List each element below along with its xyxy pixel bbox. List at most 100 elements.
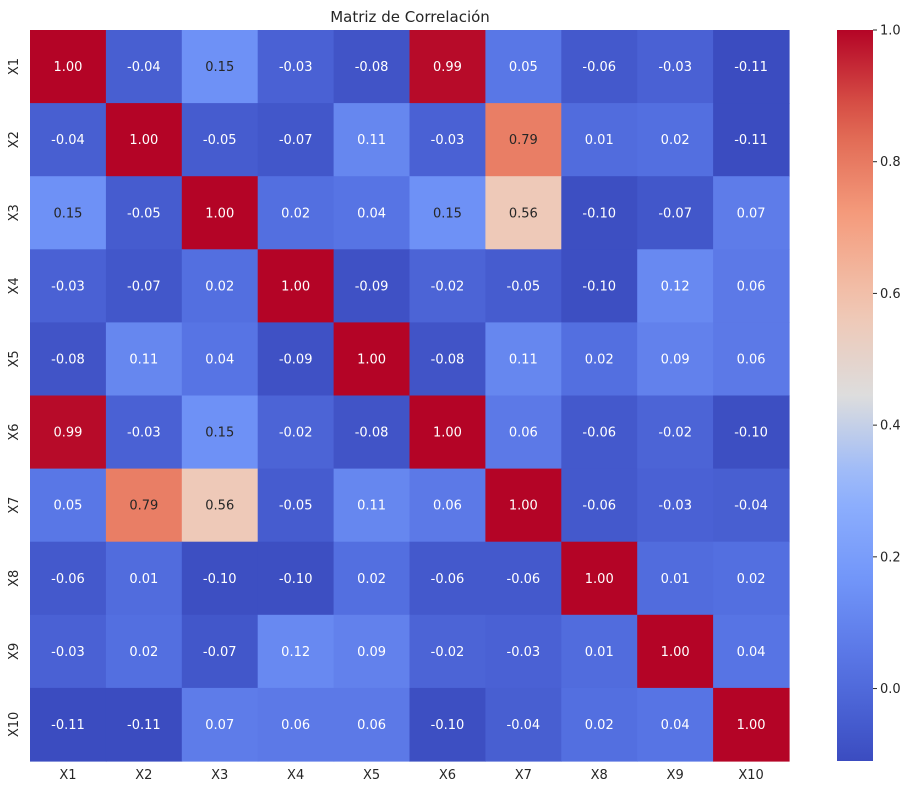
heatmap-cell bbox=[257, 176, 335, 250]
heatmap-cell bbox=[485, 322, 562, 397]
heatmap-cell bbox=[105, 176, 183, 250]
cell-value-label: 0.56 bbox=[205, 499, 234, 514]
heatmap-cell bbox=[30, 30, 107, 104]
cell-value-label: 0.99 bbox=[433, 60, 462, 75]
heatmap-cell bbox=[181, 614, 259, 689]
heatmap-cell bbox=[713, 176, 790, 250]
cell-value-label: -0.10 bbox=[734, 426, 768, 441]
cell-value-label: 0.04 bbox=[205, 352, 234, 367]
cell-value-label: 0.01 bbox=[661, 572, 690, 587]
heatmap-cell bbox=[257, 541, 335, 616]
cell-value-label: 0.11 bbox=[357, 133, 386, 148]
cell-value-label: -0.08 bbox=[51, 352, 85, 367]
cell-value-label: -0.06 bbox=[582, 426, 616, 441]
x-tick-label: X2 bbox=[135, 768, 152, 783]
cell-value-label: -0.11 bbox=[734, 133, 768, 148]
cell-value-label: -0.06 bbox=[431, 572, 465, 587]
heatmap-cell bbox=[333, 395, 411, 470]
colorbar-tick-label: 0.8 bbox=[880, 155, 901, 170]
heatmap-cell bbox=[561, 468, 638, 543]
heatmap-cell bbox=[561, 614, 638, 689]
cell-value-label: 0.02 bbox=[205, 279, 234, 294]
heatmap-cell bbox=[713, 322, 790, 397]
heatmap-cell bbox=[485, 541, 562, 616]
y-tick-label: X8 bbox=[7, 570, 22, 587]
heatmap-cell bbox=[637, 395, 714, 470]
cell-value-label: -0.05 bbox=[279, 499, 313, 514]
heatmap-cell bbox=[485, 176, 562, 250]
cell-value-label: 0.02 bbox=[357, 572, 386, 587]
cell-value-label: -0.08 bbox=[355, 426, 389, 441]
heatmap-cell bbox=[105, 614, 183, 689]
x-tick-label: X8 bbox=[591, 768, 608, 783]
cell-value-label: -0.03 bbox=[658, 499, 692, 514]
y-tick-label: X10 bbox=[7, 712, 22, 737]
cell-value-label: -0.08 bbox=[355, 60, 389, 75]
x-tick-label: X3 bbox=[211, 768, 228, 783]
colorbar-tick-label: 0.0 bbox=[880, 682, 901, 697]
cell-value-label: 0.02 bbox=[585, 352, 614, 367]
heatmap-cell bbox=[713, 541, 790, 616]
cell-value-label: 0.05 bbox=[53, 499, 82, 514]
heatmap-cell bbox=[333, 249, 411, 323]
heatmap-cell bbox=[181, 687, 259, 762]
heatmap-cell bbox=[257, 687, 335, 762]
heatmap-cell bbox=[485, 103, 562, 177]
heatmap-cell bbox=[561, 541, 638, 616]
heatmap-cell bbox=[409, 468, 486, 543]
heatmap-cell bbox=[181, 395, 259, 470]
heatmap-cell bbox=[257, 30, 335, 104]
cell-value-label: -0.03 bbox=[127, 426, 161, 441]
heatmap-cell bbox=[409, 614, 486, 689]
cell-value-label: 0.01 bbox=[129, 572, 158, 587]
x-tick-label: X6 bbox=[439, 768, 456, 783]
x-axis-ticks: X1 X2 X3 X4 X5 X6 X7 X8 X9 X10 bbox=[59, 768, 763, 783]
heatmap-cell bbox=[257, 468, 335, 543]
heatmap-cell bbox=[637, 322, 714, 397]
cell-value-label: -0.10 bbox=[431, 718, 465, 733]
cell-value-label: 0.01 bbox=[585, 133, 614, 148]
heatmap-cell bbox=[333, 103, 411, 177]
cell-value-label: -0.06 bbox=[507, 572, 541, 587]
heatmap-cell bbox=[637, 687, 714, 762]
heatmap-cell bbox=[333, 614, 411, 689]
cell-value-label: 0.04 bbox=[661, 718, 690, 733]
cell-value-label: -0.05 bbox=[507, 279, 541, 294]
heatmap-cell bbox=[105, 468, 183, 543]
heatmap-cell bbox=[713, 687, 790, 762]
cell-value-label: -0.07 bbox=[658, 206, 692, 221]
heatmap-cell bbox=[561, 30, 638, 104]
cell-value-label: 0.04 bbox=[737, 645, 766, 660]
heatmap-cell bbox=[637, 176, 714, 250]
cell-value-label: -0.07 bbox=[127, 279, 161, 294]
heatmap-cell bbox=[181, 176, 259, 250]
cell-value-label: -0.05 bbox=[203, 133, 237, 148]
cell-value-label: -0.02 bbox=[658, 426, 692, 441]
colorbar: 0.0 0.2 0.4 0.6 0.8 1.0 bbox=[837, 24, 901, 761]
cell-value-label: 0.02 bbox=[129, 645, 158, 660]
cell-value-label: 1.00 bbox=[129, 133, 158, 148]
heatmap-cell bbox=[333, 541, 411, 616]
heatmap-cell bbox=[181, 103, 259, 177]
heatmap-cell bbox=[485, 614, 562, 689]
heatmap-cell bbox=[105, 687, 183, 762]
heatmap-cell bbox=[30, 249, 107, 323]
cell-value-label: -0.10 bbox=[203, 572, 237, 587]
cell-value-label: 1.00 bbox=[357, 352, 386, 367]
x-tick-label: X4 bbox=[287, 768, 304, 783]
cell-value-label: 1.00 bbox=[205, 206, 234, 221]
x-tick-label: X9 bbox=[667, 768, 684, 783]
heatmap-cell bbox=[409, 395, 486, 470]
cell-value-label: -0.09 bbox=[279, 352, 313, 367]
heatmap-cell bbox=[485, 249, 562, 323]
cell-value-label: 0.11 bbox=[129, 352, 158, 367]
cell-value-label: 0.06 bbox=[737, 279, 766, 294]
y-tick-label: X6 bbox=[7, 423, 22, 440]
heatmap-cell bbox=[105, 322, 183, 397]
colorbar-tick-label: 0.4 bbox=[880, 419, 901, 434]
cell-value-label: 0.07 bbox=[737, 206, 766, 221]
cell-value-label: -0.09 bbox=[355, 279, 389, 294]
cell-value-label: -0.02 bbox=[431, 645, 465, 660]
y-tick-label: X2 bbox=[7, 131, 22, 148]
y-tick-label: X7 bbox=[7, 497, 22, 514]
